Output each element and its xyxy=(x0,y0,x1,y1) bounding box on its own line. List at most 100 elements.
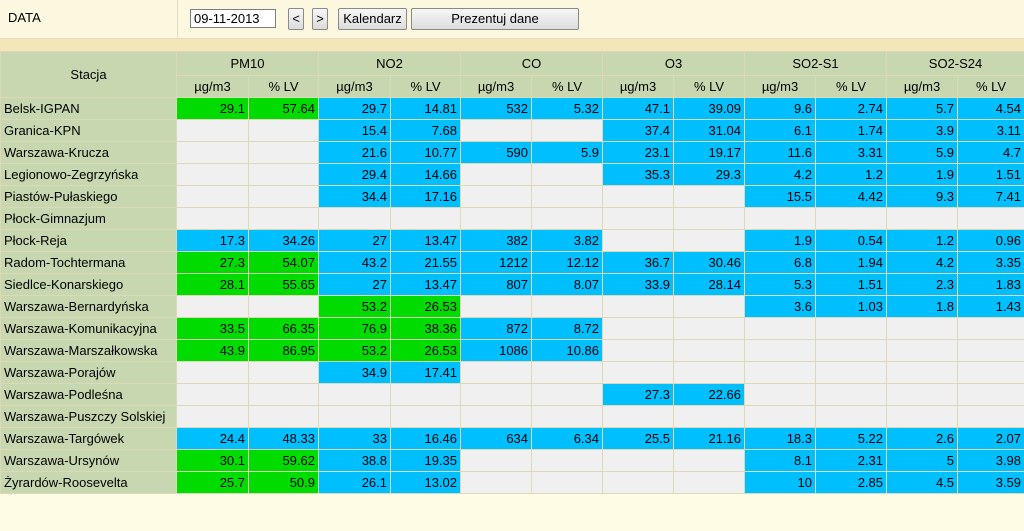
concentration-cell: 1086 xyxy=(460,339,533,362)
concentration-cell xyxy=(886,361,959,384)
concentration-cell: 23.1 xyxy=(602,141,675,164)
date-input[interactable] xyxy=(190,9,276,28)
percent-lv-header: % LV xyxy=(815,75,888,98)
concentration-cell xyxy=(602,185,675,208)
concentration-cell: 34.4 xyxy=(318,185,391,208)
concentration-cell: 5.9 xyxy=(886,141,959,164)
concentration-cell: 11.6 xyxy=(744,141,817,164)
table-header-row-units: µg/m3% LV µg/m3% LV µg/m3% LV µg/m3% LV µg/m… xyxy=(1,75,1024,98)
percent-lv-header: % LV xyxy=(673,75,746,98)
concentration-cell: 18.3 xyxy=(744,427,817,450)
percent-lv-header: % LV xyxy=(957,75,1024,98)
percent-lv-cell: 30.46 xyxy=(673,251,746,274)
percent-lv-cell xyxy=(531,405,604,428)
percent-lv-cell: 50.9 xyxy=(248,471,319,494)
concentration-cell xyxy=(744,339,817,362)
percent-lv-cell: 3.11 xyxy=(957,119,1024,142)
percent-lv-cell xyxy=(248,361,319,384)
percent-lv-cell: 8.72 xyxy=(531,317,604,340)
percent-lv-cell: 3.35 xyxy=(957,251,1024,274)
concentration-cell: 4.2 xyxy=(744,163,817,186)
concentration-unit-header: µg/m3 xyxy=(602,75,675,98)
percent-lv-cell: 26.53 xyxy=(389,339,462,362)
concentration-cell xyxy=(460,449,533,472)
percent-lv-cell xyxy=(531,295,604,318)
percent-lv-cell xyxy=(673,185,746,208)
station-name: Warszawa-Ursynów xyxy=(0,449,177,472)
concentration-cell: 4.5 xyxy=(886,471,959,494)
table-row: Żyrardów-Roosevelta 25.7 50.9 26.1 13.02 10 2.… xyxy=(0,471,1024,494)
concentration-cell: 5 xyxy=(886,449,959,472)
previous-day-button[interactable]: < xyxy=(288,8,304,30)
table-header-row-groups: Stacja PM10 NO2 CO O3 SO2-S1 SO2-S24 xyxy=(0,51,1024,98)
concentration-cell: 872 xyxy=(460,317,533,340)
percent-lv-cell: 10.86 xyxy=(531,339,604,362)
percent-lv-cell xyxy=(389,383,462,406)
show-data-button[interactable]: Prezentuj dane xyxy=(411,8,579,30)
percent-lv-cell xyxy=(531,383,604,406)
concentration-cell: 24.4 xyxy=(176,427,249,450)
pollutant-header: SO2-S1 xyxy=(744,51,888,76)
concentration-cell: 15.5 xyxy=(744,185,817,208)
percent-lv-cell: 3.59 xyxy=(957,471,1024,494)
percent-lv-cell xyxy=(957,317,1024,340)
percent-lv-cell: 38.36 xyxy=(389,317,462,340)
concentration-cell xyxy=(176,383,249,406)
air-quality-table: Stacja PM10 NO2 CO O3 SO2-S1 SO2-S24 µg/m3% L… xyxy=(0,51,1024,494)
percent-lv-cell: 12.12 xyxy=(531,251,604,274)
concentration-cell xyxy=(602,361,675,384)
percent-lv-cell: 28.14 xyxy=(673,273,746,296)
concentration-cell: 5.7 xyxy=(886,97,959,120)
concentration-cell: 590 xyxy=(460,141,533,164)
percent-lv-cell: 4.7 xyxy=(957,141,1024,164)
calendar-button[interactable]: Kalendarz xyxy=(338,8,407,30)
concentration-cell: 25.7 xyxy=(176,471,249,494)
table-row: Warszawa-Bernardyńska 53.2 26.53 3.6 1.03 1.8… xyxy=(0,295,1024,318)
concentration-cell xyxy=(176,207,249,230)
percent-lv-cell: 1.94 xyxy=(815,251,888,274)
percent-lv-cell: 29.3 xyxy=(673,163,746,186)
percent-lv-cell: 26.53 xyxy=(389,295,462,318)
pollutant-header: CO xyxy=(460,51,604,76)
concentration-cell: 1212 xyxy=(460,251,533,274)
percent-lv-cell: 59.62 xyxy=(248,449,319,472)
station-name: Warszawa-Bernardyńska xyxy=(0,295,177,318)
pollutant-header: SO2-S24 xyxy=(886,51,1024,76)
percent-lv-cell xyxy=(673,471,746,494)
percent-lv-cell: 86.95 xyxy=(248,339,319,362)
concentration-cell: 33 xyxy=(318,427,391,450)
station-name: Belsk-IGPAN xyxy=(0,97,177,120)
percent-lv-cell: 4.42 xyxy=(815,185,888,208)
percent-lv-cell xyxy=(531,471,604,494)
table-row: Warszawa-Targówek 24.4 48.33 33 16.46 634 6.34… xyxy=(0,427,1024,450)
concentration-cell: 6.1 xyxy=(744,119,817,142)
percent-lv-cell xyxy=(389,207,462,230)
concentration-cell xyxy=(886,317,959,340)
concentration-cell: 37.4 xyxy=(602,119,675,142)
concentration-unit-header: µg/m3 xyxy=(886,75,959,98)
station-name: Żyrardów-Roosevelta xyxy=(0,471,177,494)
concentration-cell: 634 xyxy=(460,427,533,450)
concentration-cell xyxy=(176,405,249,428)
table-row: Radom-Tochtermana 27.3 54.07 43.2 21.55 1212 1… xyxy=(0,251,1024,274)
percent-lv-cell xyxy=(673,229,746,252)
percent-lv-cell: 57.64 xyxy=(248,97,319,120)
next-day-button[interactable]: > xyxy=(312,8,328,30)
concentration-cell: 30.1 xyxy=(176,449,249,472)
percent-lv-cell xyxy=(531,449,604,472)
concentration-cell: 29.4 xyxy=(318,163,391,186)
percent-lv-cell xyxy=(957,383,1024,406)
concentration-cell: 47.1 xyxy=(602,97,675,120)
percent-lv-cell: 22.66 xyxy=(673,383,746,406)
concentration-cell xyxy=(744,317,817,340)
percent-lv-cell: 17.41 xyxy=(389,361,462,384)
concentration-cell: 6.8 xyxy=(744,251,817,274)
percent-lv-header: % LV xyxy=(531,75,604,98)
table-body: Belsk-IGPAN 29.1 57.64 29.7 14.81 532 5.32 47.1… xyxy=(0,97,1024,494)
concentration-cell xyxy=(176,163,249,186)
percent-lv-cell xyxy=(673,317,746,340)
table-row: Piastów-Pułaskiego 34.4 17.16 15.5 4.42 9.3 7.… xyxy=(0,185,1024,208)
concentration-cell: 9.3 xyxy=(886,185,959,208)
separator-stripe xyxy=(0,39,1024,51)
concentration-cell: 4.2 xyxy=(886,251,959,274)
